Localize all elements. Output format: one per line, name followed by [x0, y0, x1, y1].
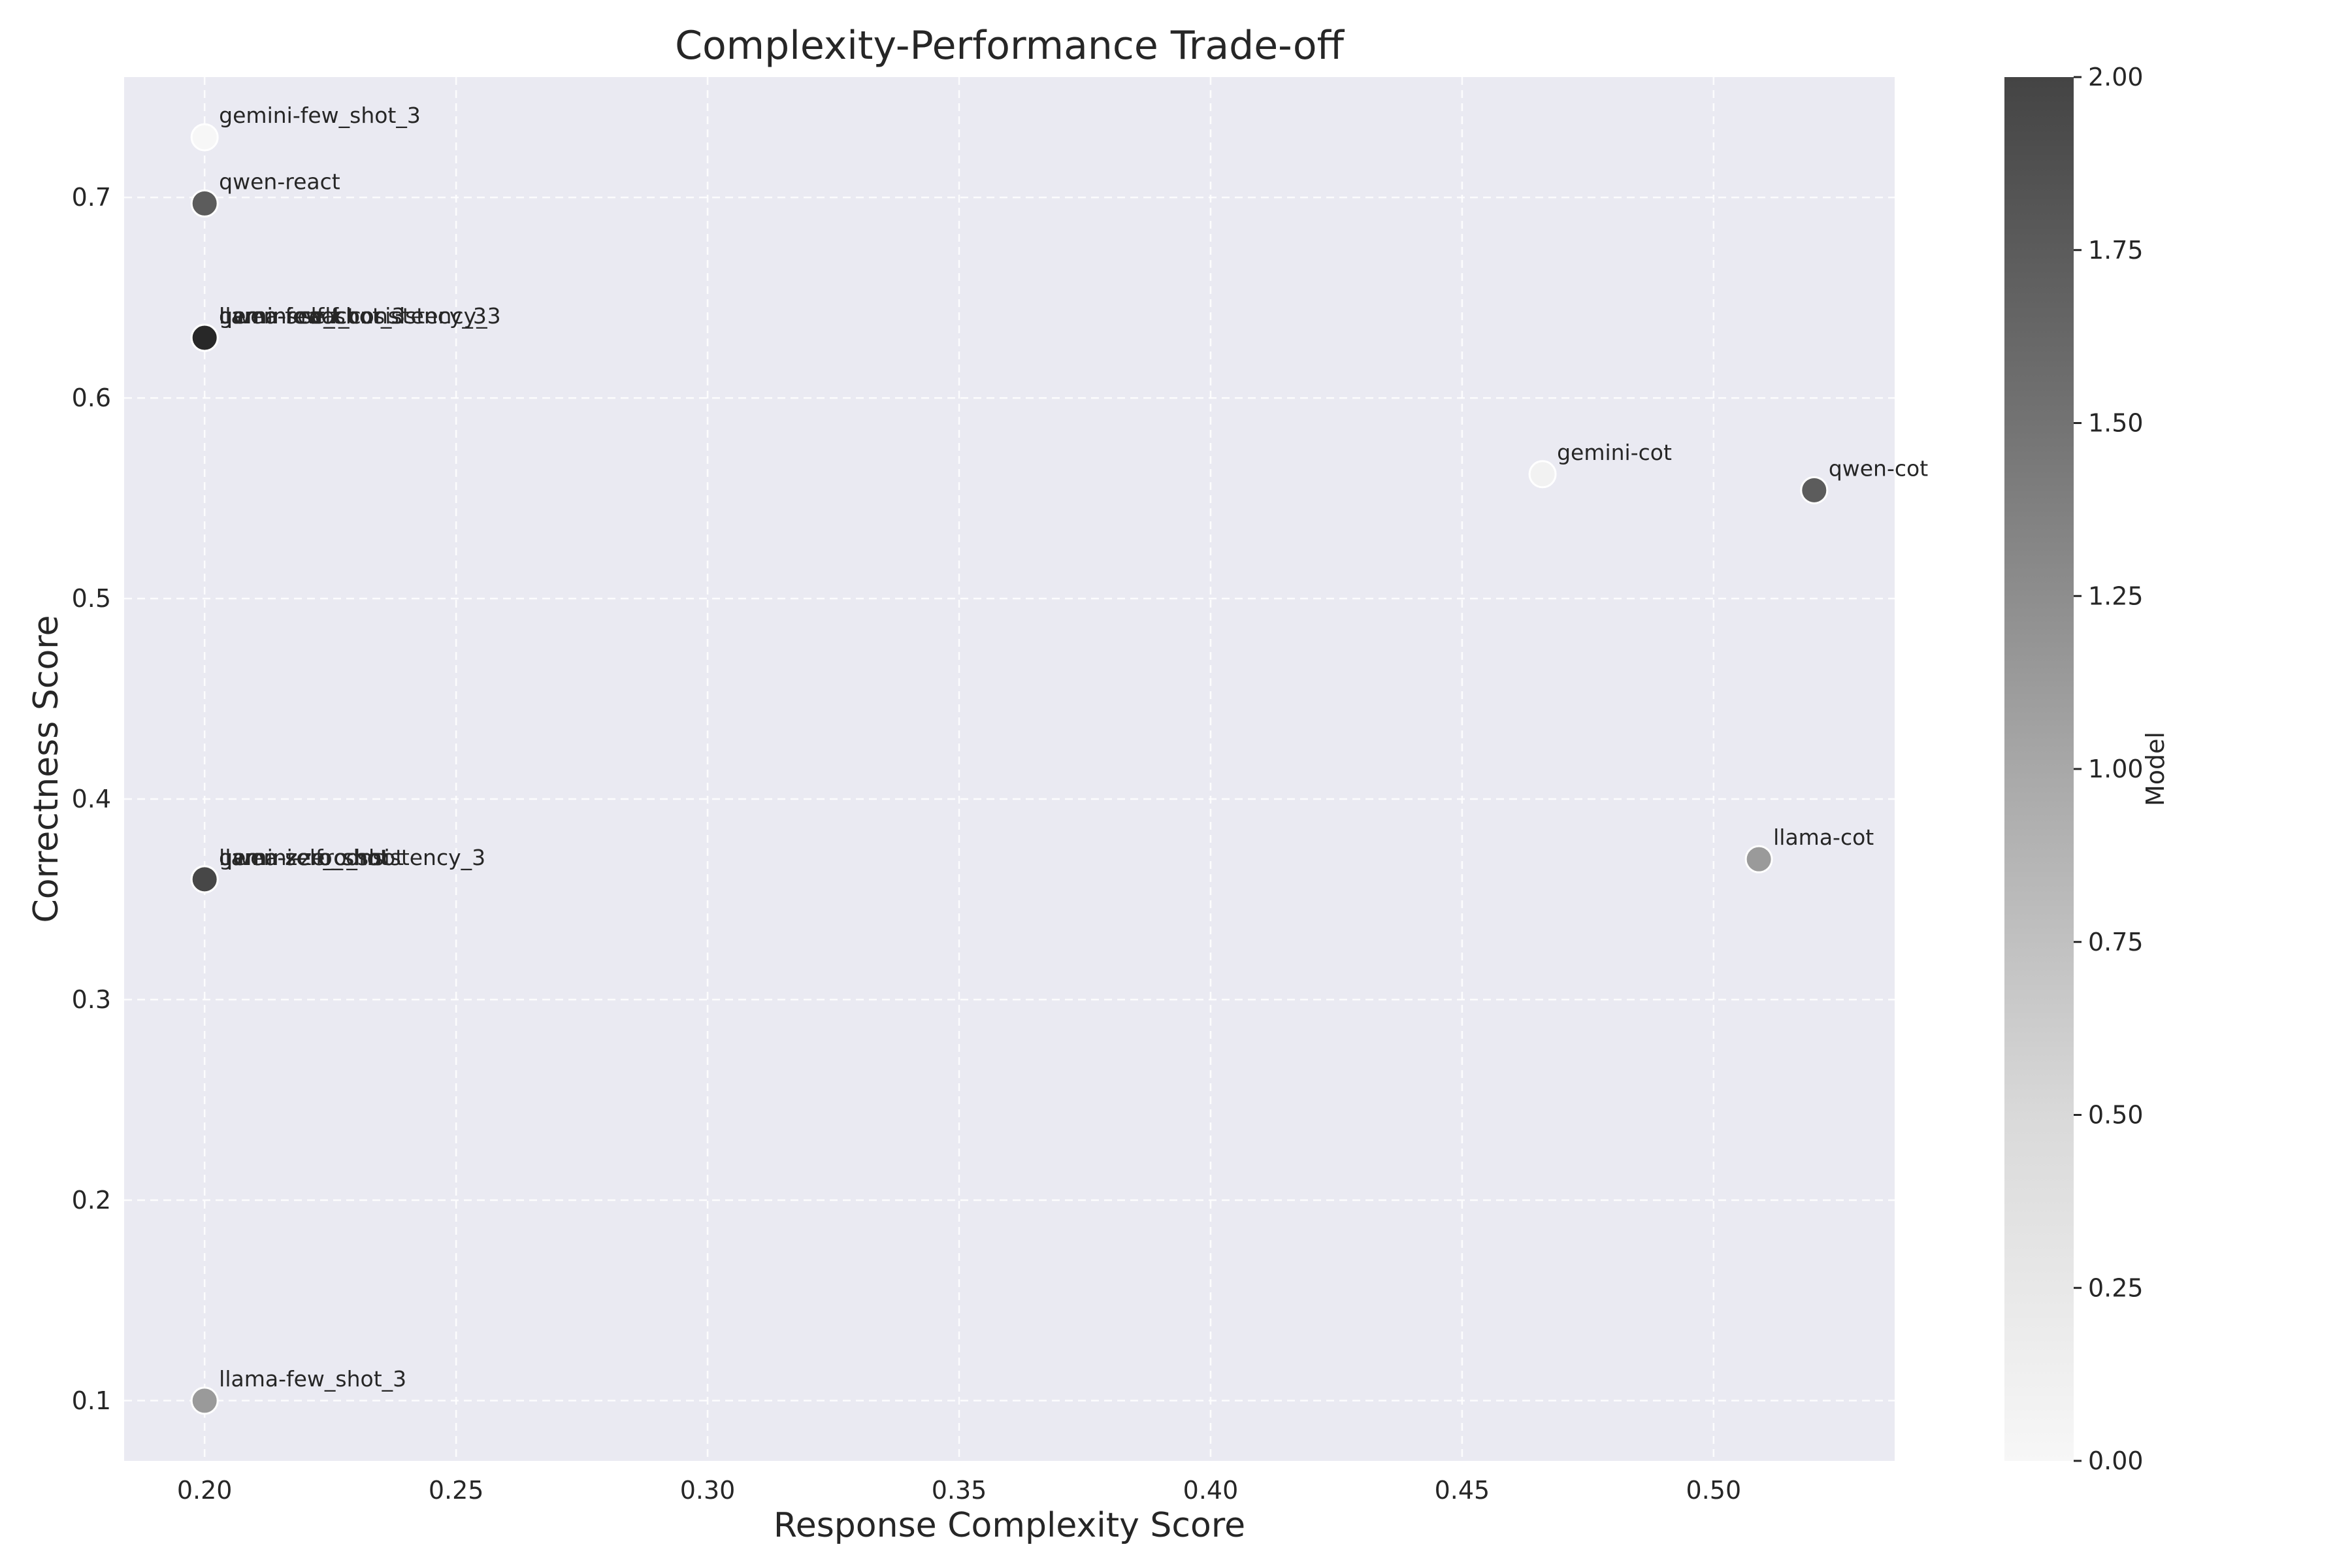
- x-tick-label: 0.35: [932, 1476, 987, 1505]
- point-label: llama-cot: [1773, 825, 1874, 850]
- x-axis-label: Response Complexity Score: [774, 1506, 1245, 1545]
- point-label: gemini-cot: [1557, 440, 1672, 465]
- point-label: gemini-react: [219, 303, 355, 329]
- point-label: llama-few_shot_3: [219, 1366, 406, 1392]
- data-point: [1744, 845, 1773, 874]
- point-label: qwen-zero_shot: [219, 845, 389, 870]
- y-tick-label: 0.3: [72, 985, 111, 1014]
- point-labels: gemini-few_shot_3qwen-reactgemini-reactl…: [219, 103, 1928, 1392]
- data-point: [190, 189, 219, 218]
- grid-lines: [124, 77, 1895, 1461]
- colorbar-tick-label: 0.00: [2088, 1446, 2144, 1475]
- colorbar-tick-label: 1.75: [2088, 236, 2144, 265]
- x-tick-label: 0.40: [1183, 1476, 1239, 1505]
- y-tick-label: 0.4: [72, 785, 111, 813]
- point-label: llama-zero_shot: [219, 845, 389, 870]
- x-tick-label: 0.50: [1686, 1476, 1742, 1505]
- chart-title: Complexity-Performance Trade-off: [675, 23, 1345, 69]
- point-label: llama-self_consistency_3: [219, 303, 487, 329]
- colorbar-tick-label: 1.50: [2088, 409, 2144, 438]
- x-axis-ticks: 0.20 0.25 0.30 0.35 0.40 0.45 0.50: [177, 1476, 1741, 1505]
- point-label: gemini-few_shot_3: [219, 103, 421, 128]
- point-label: qwen-self_consistency_3: [219, 845, 485, 870]
- colorbar: [2004, 77, 2074, 1461]
- y-axis-ticks: 0.1 0.2 0.3 0.4 0.5 0.6 0.7: [72, 183, 111, 1415]
- x-tick-label: 0.30: [680, 1476, 736, 1505]
- colorbar-tick-label: 1.25: [2088, 581, 2144, 610]
- data-point: [190, 323, 219, 352]
- colorbar-label: Model: [2141, 732, 2170, 806]
- plot-area: [124, 77, 1895, 1461]
- point-label: qwen-few_shot_3: [219, 303, 405, 329]
- colorbar-tick-label: 0.50: [2088, 1101, 2144, 1130]
- data-point: [1800, 476, 1829, 504]
- point-label: gemini-self_consistency_3: [219, 303, 500, 329]
- colorbar-tick-label: 2.00: [2088, 63, 2144, 91]
- y-tick-label: 0.7: [72, 183, 111, 212]
- x-tick-label: 0.45: [1435, 1476, 1490, 1505]
- data-point: [1528, 460, 1557, 489]
- point-label: llama-react: [219, 303, 341, 329]
- data-point: [190, 865, 219, 894]
- point-label: gemini-zero_shot: [219, 845, 404, 870]
- y-tick-label: 0.6: [72, 384, 111, 412]
- data-point: [190, 1386, 219, 1415]
- colorbar-tick-label: 1.00: [2088, 755, 2144, 783]
- colorbar-ticks: 0.00 0.25 0.50 0.75 1.00 1.25 1.50 1.75 2.00: [2074, 63, 2144, 1475]
- y-tick-label: 0.1: [72, 1386, 111, 1415]
- data-point: [190, 123, 219, 152]
- x-tick-label: 0.20: [177, 1476, 233, 1505]
- data-points: [190, 123, 1829, 1415]
- y-tick-label: 0.2: [72, 1186, 111, 1215]
- point-label: qwen-react: [219, 169, 340, 194]
- colorbar-tick-label: 0.75: [2088, 928, 2144, 956]
- point-label: qwen-cot: [1829, 455, 1928, 481]
- x-tick-label: 0.25: [429, 1476, 484, 1505]
- y-axis-label: Correctness Score: [27, 615, 66, 923]
- y-tick-label: 0.5: [72, 584, 111, 613]
- colorbar-tick-label: 0.25: [2088, 1273, 2144, 1302]
